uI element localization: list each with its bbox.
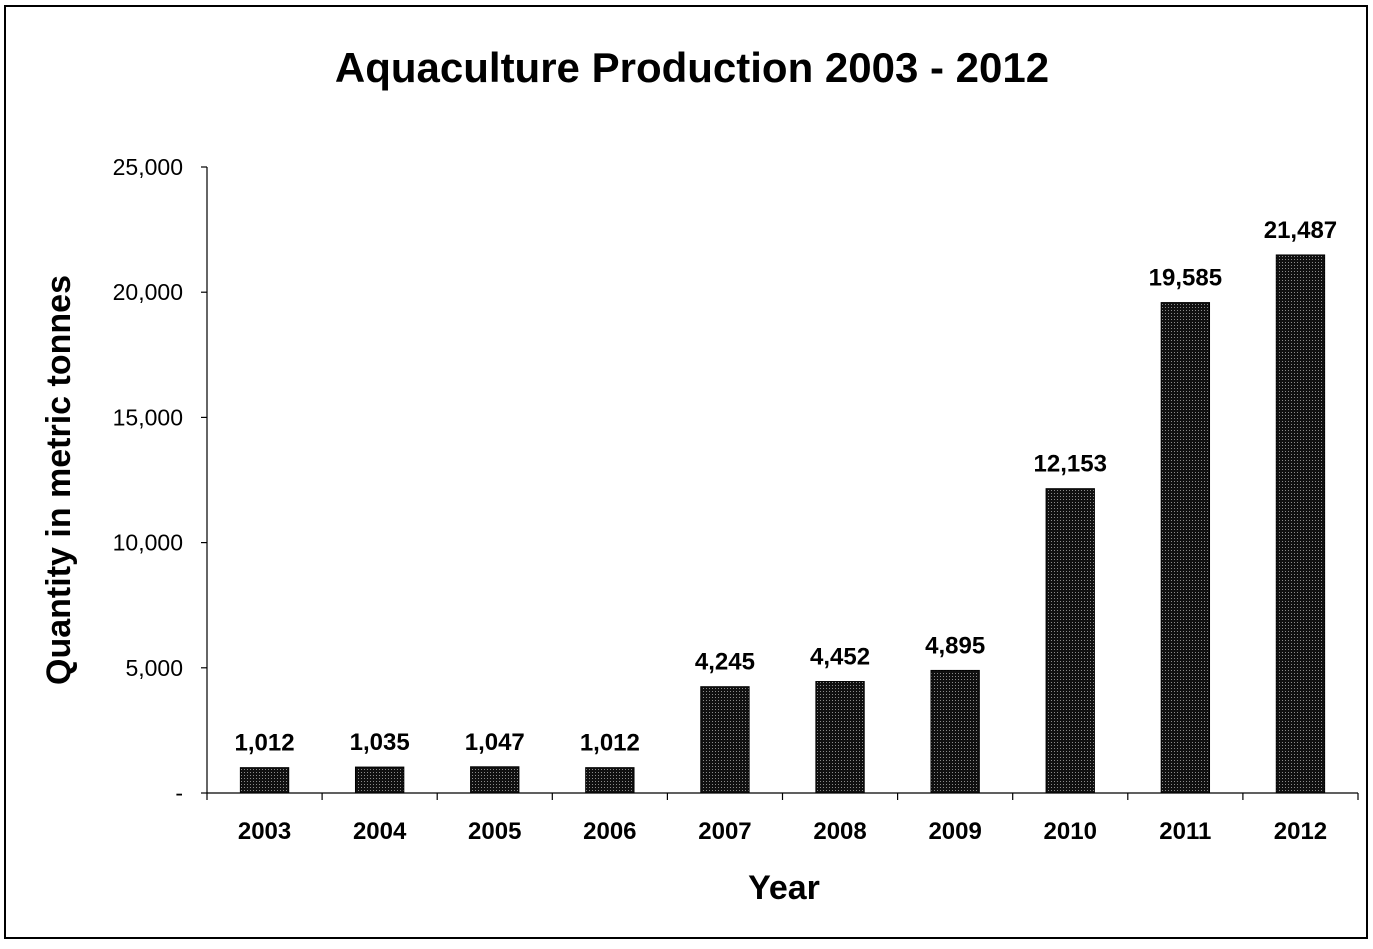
bar-2006 bbox=[585, 767, 635, 794]
data-label-2009: 4,895 bbox=[925, 632, 985, 659]
y-tick-label: 15,000 bbox=[113, 404, 183, 430]
bar-2005 bbox=[470, 766, 520, 794]
x-tick-label-2008: 2008 bbox=[813, 818, 866, 845]
data-label-2011: 19,585 bbox=[1149, 265, 1222, 292]
x-tick-label-2009: 2009 bbox=[928, 818, 981, 845]
x-tick-label-2003: 2003 bbox=[238, 818, 291, 845]
data-label-2012: 21,487 bbox=[1264, 217, 1337, 244]
y-tick-label: 25,000 bbox=[113, 154, 183, 180]
y-axis-label: Quantity in metric tonnes bbox=[40, 275, 78, 685]
x-tick-label-2006: 2006 bbox=[583, 818, 636, 845]
chart-border bbox=[4, 5, 1368, 939]
x-tick-label-2007: 2007 bbox=[698, 818, 751, 845]
y-tick-label: 10,000 bbox=[113, 530, 183, 556]
data-label-2010: 12,153 bbox=[1034, 451, 1107, 478]
x-axis-label: Year bbox=[748, 869, 820, 907]
data-label-2005: 1,047 bbox=[465, 729, 525, 756]
x-tick-label-2005: 2005 bbox=[468, 818, 521, 845]
x-tick-label-2004: 2004 bbox=[353, 818, 407, 845]
y-tick-label: - bbox=[175, 780, 183, 806]
bar-2012 bbox=[1275, 254, 1326, 794]
bar-2007 bbox=[700, 686, 750, 794]
x-tick-label-2011: 2011 bbox=[1159, 818, 1211, 845]
bar-2004 bbox=[354, 766, 405, 794]
x-ticks bbox=[206, 793, 1359, 800]
bar-2003 bbox=[239, 767, 290, 794]
chart-title: Aquaculture Production 2003 - 2012 bbox=[335, 44, 1049, 91]
y-ticks: - 5,000 10,000 15,000 20,000 25,000 bbox=[113, 154, 207, 806]
data-label-2006: 1,012 bbox=[580, 730, 640, 757]
bar-2008 bbox=[815, 681, 865, 794]
data-label-2008: 4,452 bbox=[810, 644, 870, 671]
data-label-2004: 1,035 bbox=[350, 729, 410, 756]
bars bbox=[239, 254, 1326, 794]
bar-2011 bbox=[1160, 302, 1211, 794]
y-tick-label: 5,000 bbox=[125, 655, 183, 681]
data-labels: 1,012 1,035 1,047 1,012 4,245 4,452 4,895 12,15… bbox=[235, 217, 1338, 757]
bar-2009 bbox=[930, 669, 980, 794]
data-label-2007: 4,245 bbox=[695, 649, 755, 676]
x-tick-label-2010: 2010 bbox=[1044, 818, 1097, 845]
x-tick-label-2012: 2012 bbox=[1274, 818, 1327, 845]
y-tick-label: 20,000 bbox=[113, 279, 183, 305]
bar-2010 bbox=[1045, 488, 1095, 794]
x-tick-labels: 2003 2004 2005 2006 2007 2008 2009 2010 2011 2012 bbox=[238, 818, 1327, 845]
data-label-2003: 1,012 bbox=[235, 730, 295, 757]
